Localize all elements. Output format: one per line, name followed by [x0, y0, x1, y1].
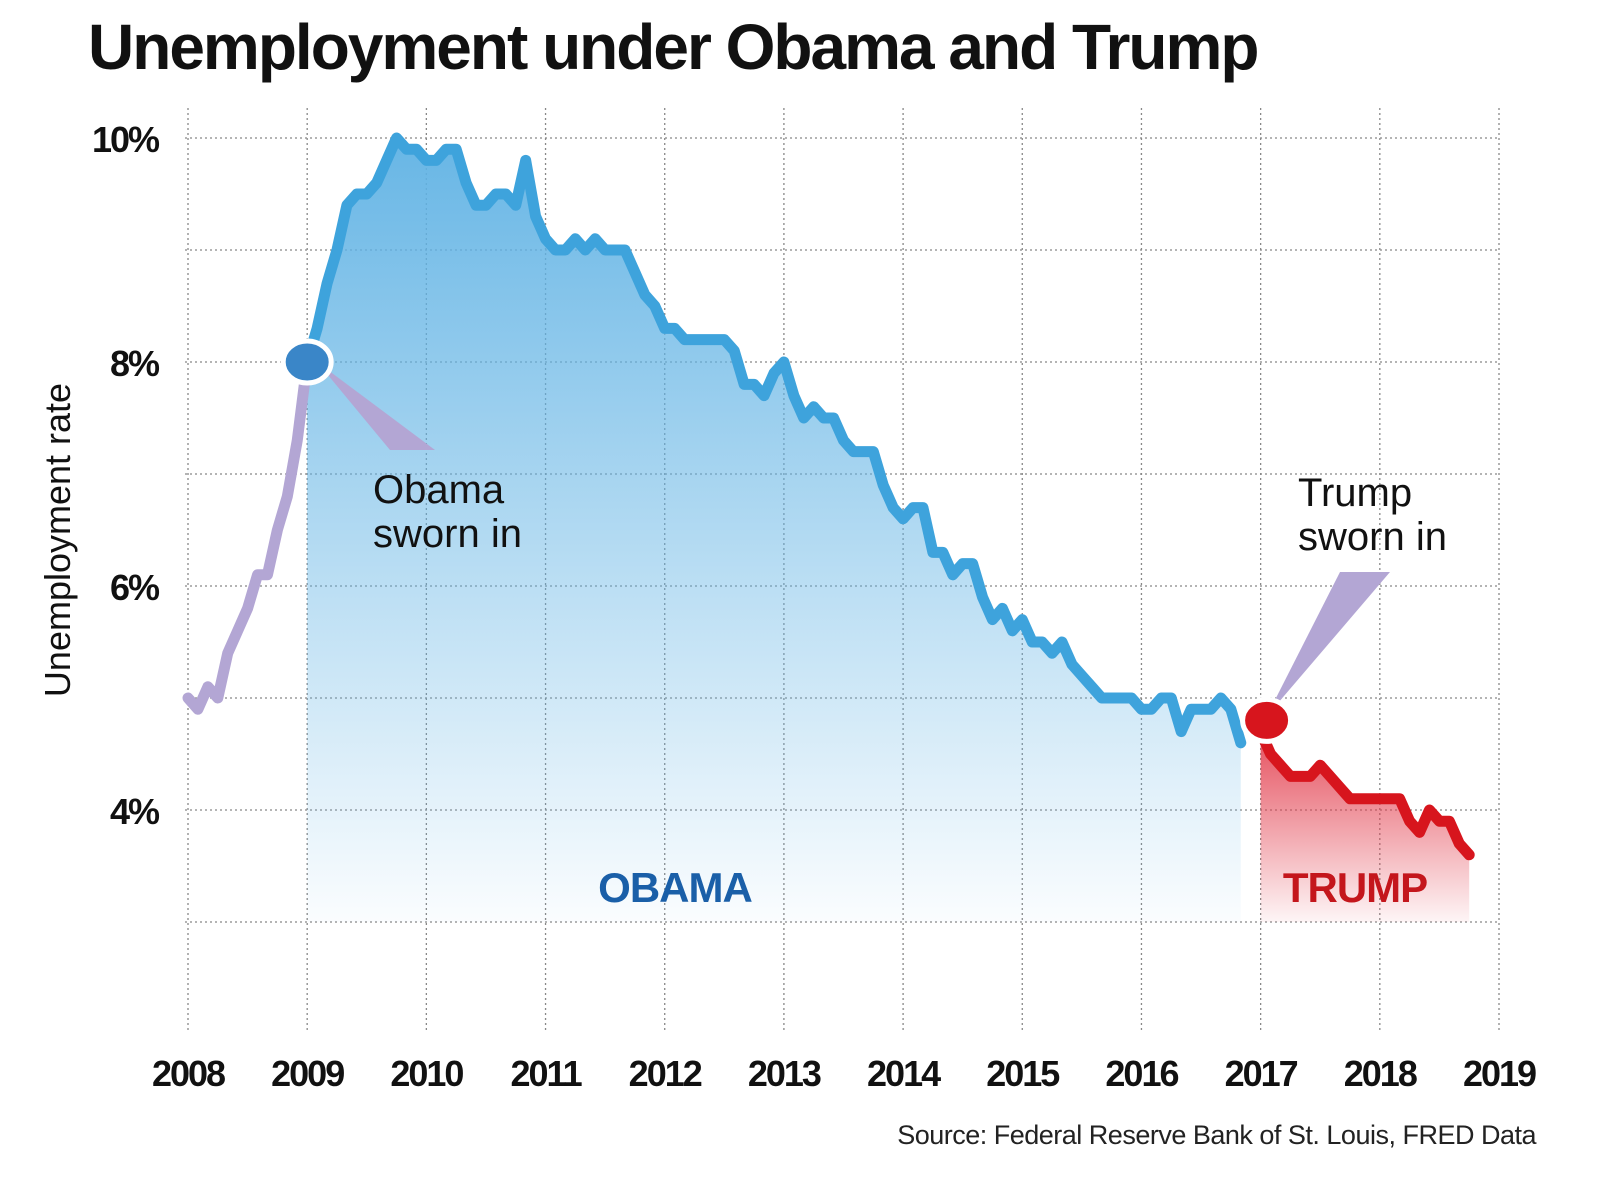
x-tick-label: 2013 [748, 1053, 821, 1094]
trump-pointer [1266, 572, 1390, 717]
trump-annotation-text: sworn in [1298, 515, 1447, 559]
obama-pointer [317, 362, 435, 450]
x-tick-label: 2014 [867, 1053, 941, 1094]
line-trump [1255, 726, 1475, 861]
x-tick-label: 2019 [1463, 1053, 1536, 1094]
x-tick-label: 2015 [986, 1053, 1060, 1094]
y-tick-label: 8% [110, 343, 160, 384]
x-tick-label: 2016 [1105, 1053, 1178, 1094]
x-tick-label: 2011 [510, 1053, 582, 1094]
x-tick-label: 2009 [271, 1053, 344, 1094]
obama-annotation-text: Obama [373, 468, 505, 512]
x-tick-label: 2012 [629, 1053, 702, 1094]
trump-annotation-text: Trump [1298, 471, 1412, 515]
x-tick-label: 2018 [1344, 1053, 1417, 1094]
obama-marker [280, 338, 334, 386]
series-label-obama: OBAMA [598, 864, 752, 911]
y-tick-label: 6% [110, 567, 160, 608]
y-tick-label: 10% [92, 119, 160, 160]
source-note: Source: Federal Reserve Bank of St. Loui… [897, 1120, 1536, 1150]
series-label-trump: TRUMP [1283, 864, 1427, 911]
line-obama [301, 132, 1247, 749]
x-tick-label: 2008 [152, 1053, 225, 1094]
x-tick-label: 2010 [390, 1053, 463, 1094]
trump-marker [1240, 696, 1294, 744]
chart-title: Unemployment under Obama and Trump [88, 11, 1259, 83]
obama-annotation-text: sworn in [373, 512, 522, 556]
y-axis-label: Unemployment rate [37, 383, 78, 697]
x-tick-label: 2017 [1225, 1053, 1298, 1094]
line-pre [182, 356, 313, 715]
y-tick-label: 4% [110, 791, 160, 832]
area-obama [307, 138, 1241, 922]
